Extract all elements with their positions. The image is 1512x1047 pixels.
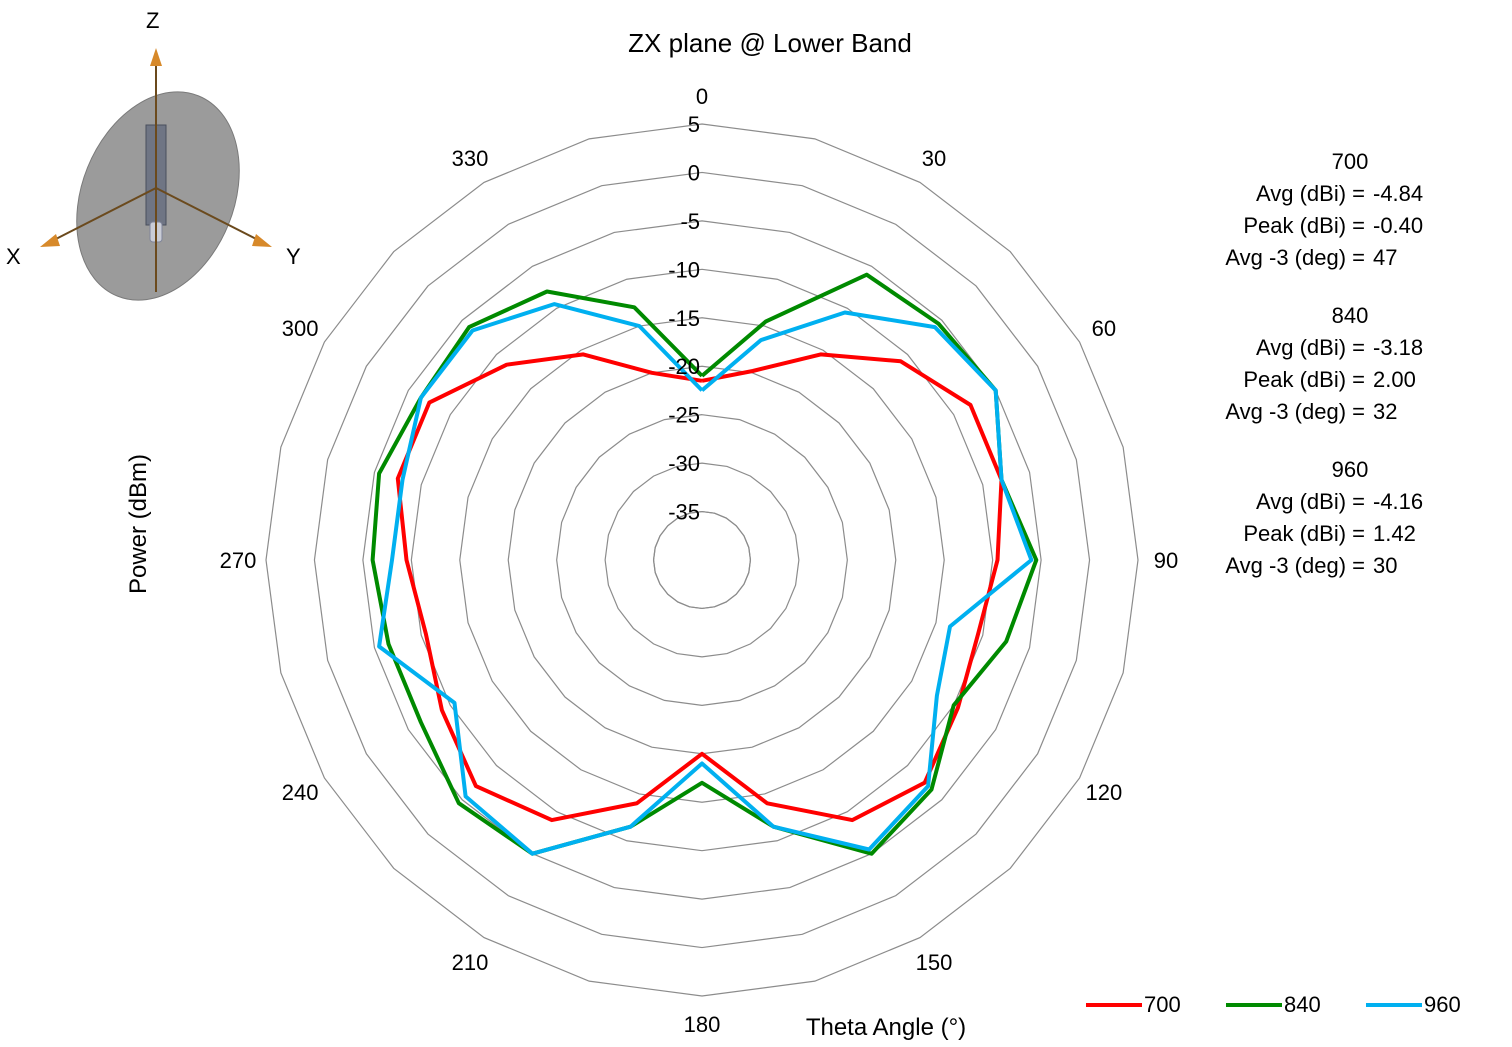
stat-value: 30 <box>1373 553 1398 578</box>
radial-tick-label: -10 <box>668 257 700 282</box>
legend-item-700: 700 <box>1086 992 1226 1018</box>
stats-heading: 700 <box>1331 149 1369 174</box>
z-axis-label: Z <box>146 8 159 33</box>
stat-label: Peak (dBi) = <box>1243 213 1365 238</box>
grid-ring <box>265 123 1139 997</box>
radial-tick-labels: 5 0 -5 -10 -15 -20 -25 -30 -35 <box>668 112 700 525</box>
grid-ring <box>507 365 897 755</box>
stats-group-960: 960 Avg (dBi) = -4.16 Peak (dBi) = 1.42 Av… <box>1190 454 1470 582</box>
grid-ring <box>313 171 1091 949</box>
stat-label: Avg -3 (deg) = <box>1225 553 1365 578</box>
series-line-960 <box>377 302 1034 856</box>
stat-label: Peak (dBi) = <box>1243 367 1365 392</box>
radial-tick-label: -25 <box>668 403 700 428</box>
radial-tick-label: 5 <box>688 112 700 137</box>
y-axis-line <box>155 187 263 243</box>
radial-tick-label: -15 <box>668 306 700 331</box>
angle-tick-label: 0 <box>696 84 708 109</box>
y-axis-label: Y <box>286 244 301 269</box>
chart-title: ZX plane @ Lower Band <box>628 28 912 58</box>
angle-axis-title: Theta Angle (°) <box>806 1014 966 1041</box>
legend-swatch <box>1366 1003 1422 1007</box>
legend-item-840: 840 <box>1226 992 1366 1018</box>
stat-label: Avg -3 (deg) = <box>1225 245 1365 270</box>
radial-axis-title: Power (dBm) <box>125 454 152 594</box>
stat-value: -4.84 <box>1373 181 1424 206</box>
stat-value: -3.18 <box>1373 335 1424 360</box>
stat-value: 32 <box>1373 399 1398 424</box>
angle-tick-labels: 0 30 60 90 120 150 180 210 240 270 300 330 <box>220 84 1179 1037</box>
radial-tick-label: -20 <box>668 354 700 379</box>
stat-value: -4.16 <box>1373 489 1424 514</box>
z-axis-arrow-icon <box>150 48 162 66</box>
series-line-700 <box>395 352 1004 823</box>
legend-swatch <box>1086 1003 1142 1007</box>
grid-ring <box>459 317 945 803</box>
y-axis-arrow-icon <box>252 234 272 247</box>
radial-tick-label: -35 <box>668 500 700 525</box>
angle-tick-label: 180 <box>684 1012 721 1037</box>
angle-tick-label: 30 <box>922 146 946 171</box>
angle-tick-label: 330 <box>452 146 489 171</box>
angle-tick-label: 270 <box>220 548 257 573</box>
stats-group-840: 840 Avg (dBi) = -3.18 Peak (dBi) = 2.00 Av… <box>1190 300 1470 428</box>
grid-ring <box>604 462 800 658</box>
polar-grid <box>265 123 1139 997</box>
legend-label: 840 <box>1284 992 1321 1017</box>
series-lines <box>370 272 1039 856</box>
angle-tick-label: 60 <box>1092 316 1116 341</box>
legend-label: 960 <box>1424 992 1461 1017</box>
grid-ring <box>556 414 848 706</box>
stat-value: 2.00 <box>1373 367 1416 392</box>
grid-ring <box>410 268 994 852</box>
x-axis-arrow-icon <box>40 234 60 247</box>
stat-value: 47 <box>1373 245 1398 270</box>
stat-value: 1.42 <box>1373 521 1416 546</box>
stats-panel: 700 Avg (dBi) = -4.84 Peak (dBi) = -0.40 A… <box>1190 146 1470 608</box>
angle-tick-label: 150 <box>916 950 953 975</box>
stats-heading: 840 <box>1331 303 1369 328</box>
radial-tick-label: 0 <box>688 160 700 185</box>
stat-label: Avg (dBi) = <box>1255 335 1365 360</box>
legend-item-960: 960 <box>1366 992 1506 1018</box>
legend: 700 840 960 <box>1086 992 1506 1018</box>
stat-label: Avg -3 (deg) = <box>1225 399 1365 424</box>
legend-label: 700 <box>1144 992 1181 1017</box>
legend-swatch <box>1226 1003 1282 1007</box>
grid-ring-inner <box>652 510 752 610</box>
stats-heading: 960 <box>1331 457 1369 482</box>
stat-label: Avg (dBi) = <box>1255 489 1365 514</box>
stat-value: -0.40 <box>1373 213 1424 238</box>
angle-tick-label: 210 <box>452 950 489 975</box>
stat-label: Peak (dBi) = <box>1243 521 1365 546</box>
stats-group-700: 700 Avg (dBi) = -4.84 Peak (dBi) = -0.40 A… <box>1190 146 1470 274</box>
orientation-icon: Z X Y <box>6 8 301 301</box>
angle-tick-label: 300 <box>282 316 319 341</box>
x-axis-label: X <box>6 244 21 269</box>
stat-label: Avg (dBi) = <box>1255 181 1365 206</box>
x-axis-line <box>49 187 157 243</box>
radial-tick-label: -5 <box>680 209 700 234</box>
angle-tick-label: 120 <box>1085 780 1122 805</box>
angle-tick-label: 240 <box>282 780 319 805</box>
radial-tick-label: -30 <box>668 451 700 476</box>
angle-tick-label: 90 <box>1154 548 1178 573</box>
